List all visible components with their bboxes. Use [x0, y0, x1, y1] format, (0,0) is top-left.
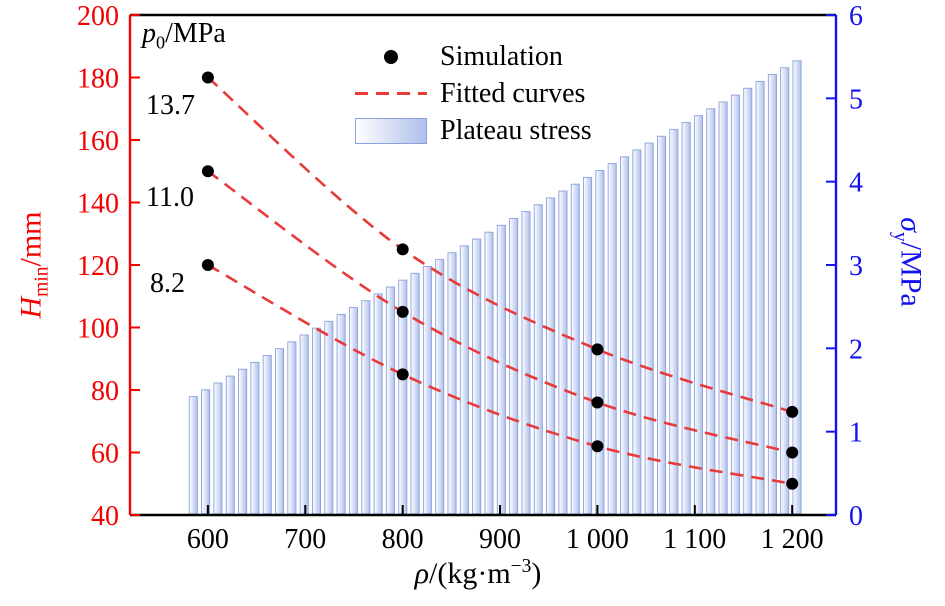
p0-symbol: p	[142, 18, 156, 49]
svg-text:700: 700	[284, 524, 326, 555]
svg-text:1 200: 1 200	[761, 524, 824, 555]
plateau-stress-swatch-icon	[355, 117, 427, 144]
x-axis-unit-prefix: /(kg·m	[429, 557, 511, 590]
curve-label-11-0: 11.0	[146, 182, 194, 213]
svg-text:140: 140	[77, 189, 119, 220]
svg-text:6: 6	[849, 1, 863, 32]
svg-text:2: 2	[849, 334, 863, 365]
right-axis-unit: /MPa	[894, 241, 928, 307]
right-axis-title: σy/MPa	[889, 217, 928, 307]
svg-text:160: 160	[77, 126, 119, 157]
legend-item-plateau-stress: Plateau stress	[354, 114, 592, 147]
svg-text:40: 40	[91, 501, 119, 532]
svg-text:200: 200	[77, 1, 119, 32]
legend-marker-box	[354, 117, 428, 144]
svg-text:60: 60	[91, 439, 119, 470]
p0-unit: /MPa	[165, 18, 226, 49]
x-axis-exponent: −3	[510, 556, 532, 577]
svg-text:3: 3	[849, 251, 863, 282]
x-axis-symbol: ρ	[414, 557, 429, 590]
p0-subscript: 0	[156, 32, 166, 53]
legend-label-fitted-curves: Fitted curves	[440, 77, 586, 109]
left-axis-title: Hmin/mm	[15, 211, 54, 318]
svg-text:80: 80	[91, 376, 119, 407]
legend-label-plateau-stress: Plateau stress	[440, 114, 592, 146]
left-axis-symbol: H	[14, 296, 48, 319]
right-axis-subscript: y	[889, 232, 911, 242]
legend-item-fitted-curves: Fitted curves	[354, 77, 592, 110]
p0-annotation: p0/MPa	[142, 18, 226, 54]
svg-text:1 000: 1 000	[566, 524, 629, 555]
svg-text:100: 100	[77, 314, 119, 345]
svg-text:120: 120	[77, 251, 119, 282]
legend-marker-box	[354, 92, 428, 95]
svg-text:1: 1	[849, 418, 863, 449]
legend-label-simulation: Simulation	[440, 40, 563, 72]
legend-marker-box	[354, 49, 428, 64]
svg-text:900: 900	[479, 524, 521, 555]
legend-item-simulation: Simulation	[354, 40, 592, 73]
left-axis-unit: /mm	[14, 211, 48, 267]
svg-text:800: 800	[382, 524, 424, 555]
simulation-dot-icon	[384, 49, 398, 64]
svg-text:0: 0	[849, 501, 863, 532]
x-axis-unit-suffix: )	[531, 557, 542, 590]
curve-label-8-2: 8.2	[150, 268, 185, 299]
x-axis-title: ρ/(kg·m−3)	[415, 556, 542, 591]
fitted-curve-line-icon	[355, 92, 427, 95]
svg-text:1 100: 1 100	[663, 524, 726, 555]
curve-label-13-7: 13.7	[146, 90, 195, 121]
svg-text:180: 180	[77, 64, 119, 95]
legend: Simulation Fitted curves Plateau stress	[354, 40, 592, 147]
svg-text:4: 4	[849, 168, 863, 199]
left-axis-subscript: min	[31, 266, 53, 297]
right-axis-symbol: σ	[894, 217, 928, 233]
svg-text:5: 5	[849, 84, 863, 115]
svg-text:600: 600	[187, 524, 229, 555]
